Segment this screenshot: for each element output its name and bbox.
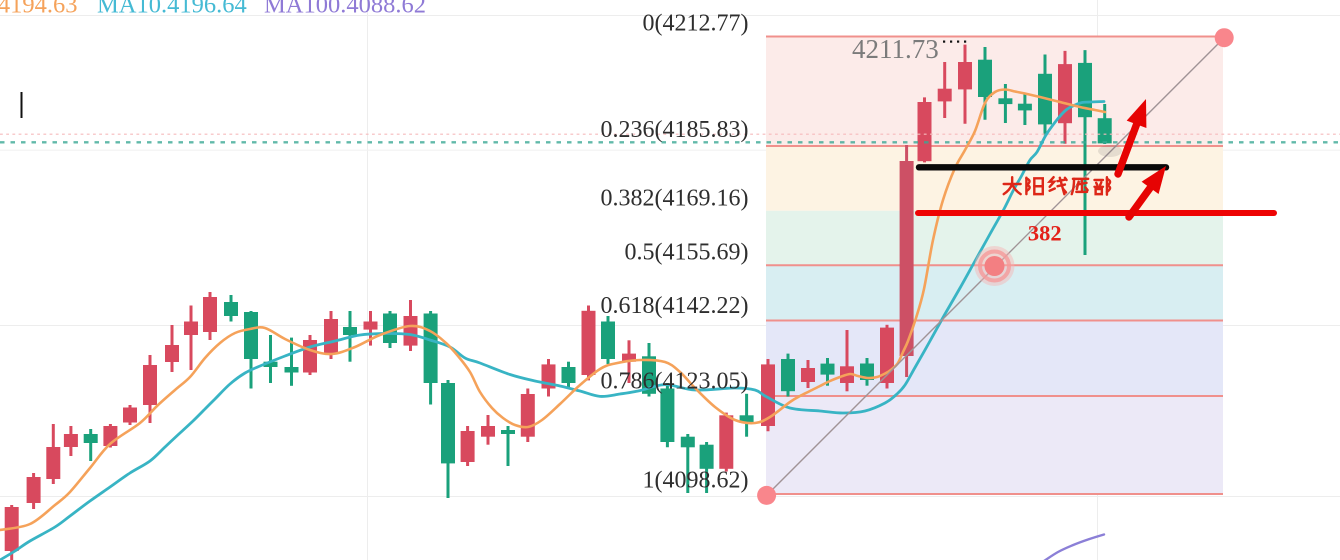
svg-text:MA10.4196.64: MA10.4196.64 [97, 0, 247, 19]
svg-text:0.382(4169.16): 0.382(4169.16) [601, 186, 749, 212]
svg-text:MA5.4194.63: MA5.4194.63 [0, 0, 77, 19]
svg-text:MA100.4088.62: MA100.4088.62 [264, 0, 426, 19]
svg-text:0.236(4185.83): 0.236(4185.83) [601, 117, 749, 143]
svg-text:0.618(4142.22): 0.618(4142.22) [601, 293, 749, 319]
svg-text:0.786(4123.05): 0.786(4123.05) [601, 369, 749, 395]
svg-text:4211.73: 4211.73 [852, 34, 939, 64]
svg-text:1(4098.62): 1(4098.62) [643, 468, 749, 494]
svg-text:0(4212.77): 0(4212.77) [643, 11, 749, 37]
svg-text:382: 382 [1028, 221, 1062, 246]
svg-text:0.5(4155.69): 0.5(4155.69) [625, 240, 749, 266]
